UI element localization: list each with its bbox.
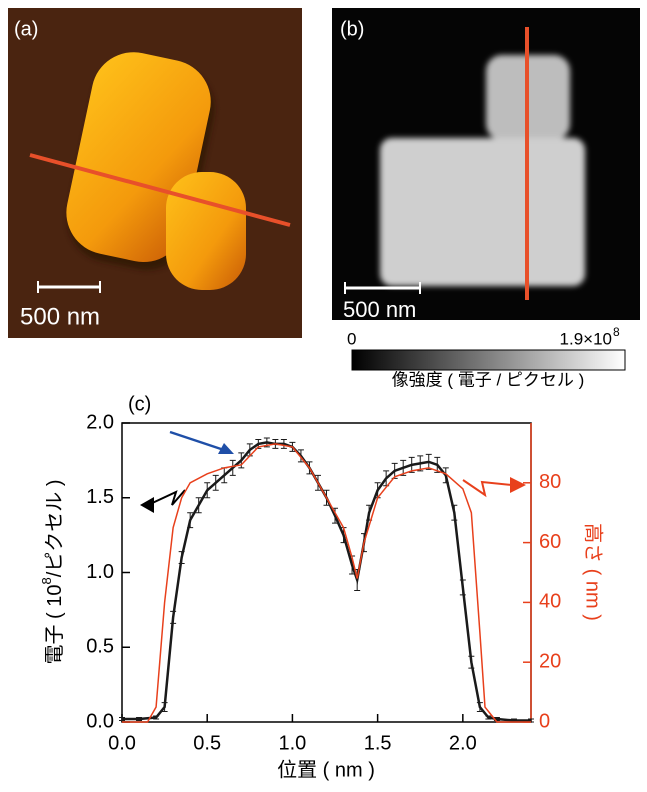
y2-tick-label: 0: [539, 710, 550, 732]
x-tick-label: 0.0: [108, 732, 136, 754]
error-bar: [221, 468, 227, 483]
colorbar-max: 1.9×10: [560, 329, 612, 348]
y-tick-label: 0.5: [86, 636, 114, 658]
colorbar-min: 0: [347, 329, 356, 348]
y-tick-label: 2.0: [86, 411, 114, 433]
y2-tick-label: 60: [539, 531, 561, 553]
y-axis-label: 電子 ( 108/ピクセル ): [39, 479, 66, 664]
scale-bar-label: 500 nm: [20, 303, 100, 330]
panel-label: (a): [14, 18, 38, 40]
colorbar-label: 像強度 ( 電子 / ピクセル ): [392, 370, 585, 389]
y2-tick-label: 80: [539, 471, 561, 493]
x-axis-label: 位置 ( nm ): [277, 758, 375, 781]
panel-label: (b): [340, 18, 364, 40]
y-tick-label: 0.0: [86, 710, 114, 732]
x-tick-label: 0.5: [193, 732, 221, 754]
x-tick-label: 1.0: [279, 732, 307, 754]
annotation-arrows: [140, 432, 526, 513]
figure: (a) 500 nm (b) 500 nm 0 1.9×10 8 像強度 ( 電…: [0, 0, 647, 787]
plot-frame: [122, 423, 531, 722]
x-tick-label: 2.0: [449, 732, 477, 754]
scale-bar-label: 500 nm: [343, 297, 416, 322]
y2-tick-label: 40: [539, 591, 561, 613]
error-bar: [230, 460, 236, 475]
y2-tick-label: 20: [539, 650, 561, 672]
y-tick-label: 1.0: [86, 561, 114, 583]
error-bar: [170, 611, 176, 623]
colorbar-max-exponent: 8: [613, 325, 620, 339]
panel-label: (c): [128, 393, 151, 415]
y2-axis-label: 高さ ( nm ): [582, 523, 605, 621]
x-tick-label: 1.5: [364, 732, 392, 754]
y-tick-label: 1.5: [86, 486, 114, 508]
error-bar: [460, 580, 466, 595]
afm-image: [8, 8, 302, 338]
error-bar: [468, 656, 474, 668]
error-bar: [213, 475, 219, 490]
